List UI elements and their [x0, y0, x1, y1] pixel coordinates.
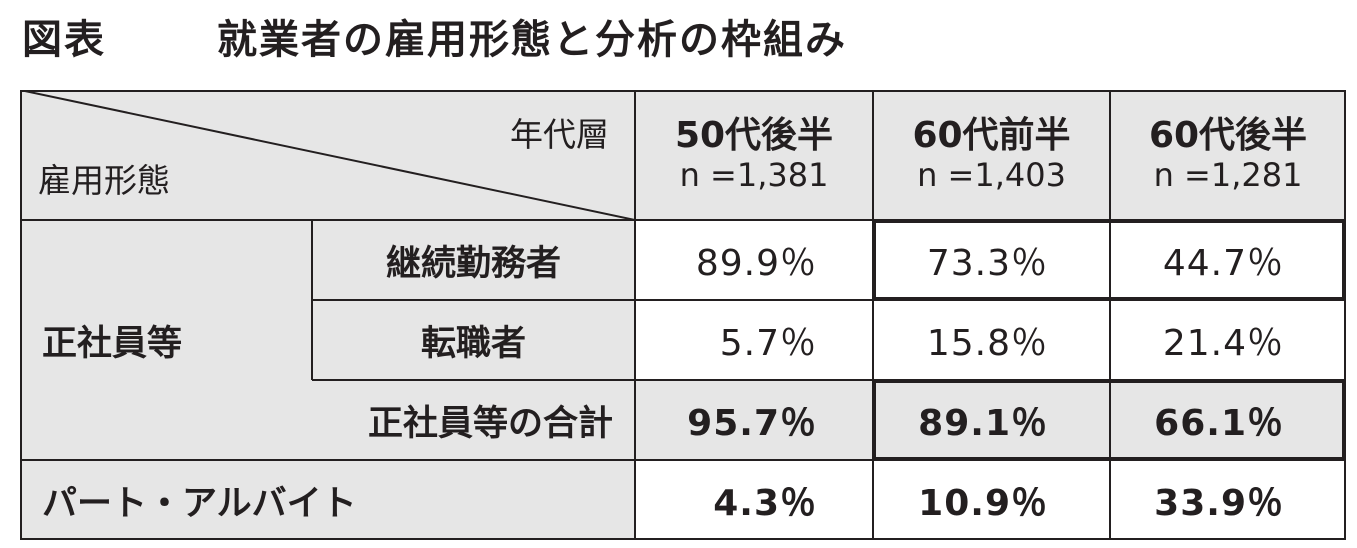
- row-divider: [312, 299, 1346, 301]
- row-label-cell: パート・アルバイト: [20, 460, 635, 540]
- column-header-n: n =1,403: [917, 156, 1066, 195]
- value: 89.1％: [918, 403, 1048, 444]
- row-label: 正社員等の合計: [367, 403, 613, 444]
- value-cell: 89.1％: [873, 380, 1110, 460]
- value: 15.8％: [926, 323, 1048, 364]
- column-header-label: 60代前半: [912, 114, 1071, 156]
- figure-title-text: 就業者の雇用形態と分析の枠組み: [217, 17, 847, 63]
- row-label-cell: 正社員等の合計: [312, 380, 635, 460]
- row-label-cell: 継続勤務者: [312, 220, 635, 300]
- row-label: 継続勤務者: [385, 243, 561, 284]
- column-divider: [634, 90, 636, 540]
- corner-diagonal: [20, 90, 635, 220]
- age-group-label: 年代層: [510, 115, 609, 154]
- value-cell: 5.7％: [635, 300, 873, 380]
- column-header-n: n =1,381: [679, 156, 829, 195]
- column-header-n: n =1,281: [1153, 156, 1303, 195]
- row-label: 転職者: [420, 323, 526, 364]
- column-header: 50代後半 n =1,381: [635, 90, 873, 220]
- column-header: 60代後半 n =1,281: [1110, 90, 1346, 220]
- value: 10.9％: [918, 483, 1048, 524]
- employment-table: 年代層 雇用形態 50代後半 n =1,381 60代前半 n =1,403 6…: [20, 90, 1346, 540]
- column-header: 60代前半 n =1,403: [873, 90, 1110, 220]
- row-divider: [312, 379, 1346, 381]
- value-cell: 66.1％: [1110, 380, 1346, 460]
- value-cell: 10.9％: [873, 460, 1110, 540]
- value-cell: 89.9％: [635, 220, 873, 300]
- table-border-top: [20, 90, 1346, 92]
- header-corner-cell: 年代層 雇用形態: [20, 90, 635, 220]
- value-cell: 33.9％: [1110, 460, 1346, 540]
- row-label: パート・アルバイト: [42, 483, 357, 524]
- value-cell: 4.3％: [635, 460, 873, 540]
- value: 4.3％: [713, 483, 817, 524]
- value: 95.7％: [687, 403, 817, 444]
- column-header-label: 50代後半: [674, 114, 834, 156]
- value: 73.3％: [926, 243, 1048, 284]
- column-header-label: 60代後半: [1148, 114, 1308, 156]
- row-divider: [20, 459, 1346, 461]
- column-divider: [1109, 90, 1111, 540]
- group-label-cell: 正社員等: [20, 220, 312, 460]
- row-label-cell: 転職者: [312, 300, 635, 380]
- table-border-right: [1344, 90, 1346, 540]
- value: 44.7％: [1162, 243, 1284, 284]
- value-cell: 95.7％: [635, 380, 873, 460]
- value: 21.4％: [1162, 323, 1284, 364]
- column-divider: [872, 90, 874, 540]
- employment-type-label: 雇用形態: [38, 161, 170, 200]
- figure-title: 図表 就業者の雇用形態と分析の枠組み: [22, 6, 847, 66]
- group-label: 正社員等: [42, 323, 183, 364]
- row-divider: [20, 219, 1346, 221]
- value: 66.1％: [1154, 403, 1284, 444]
- value-cell: 15.8％: [873, 300, 1110, 380]
- figure-label: 図表: [22, 17, 106, 63]
- value: 89.9％: [695, 243, 817, 284]
- column-divider: [311, 220, 313, 380]
- value-cell: 73.3％: [873, 220, 1110, 300]
- value-cell: 21.4％: [1110, 300, 1346, 380]
- value: 5.7％: [719, 323, 817, 364]
- table-border-left: [20, 90, 22, 540]
- table-border-bottom: [20, 538, 1346, 540]
- value: 33.9％: [1154, 483, 1284, 524]
- value-cell: 44.7％: [1110, 220, 1346, 300]
